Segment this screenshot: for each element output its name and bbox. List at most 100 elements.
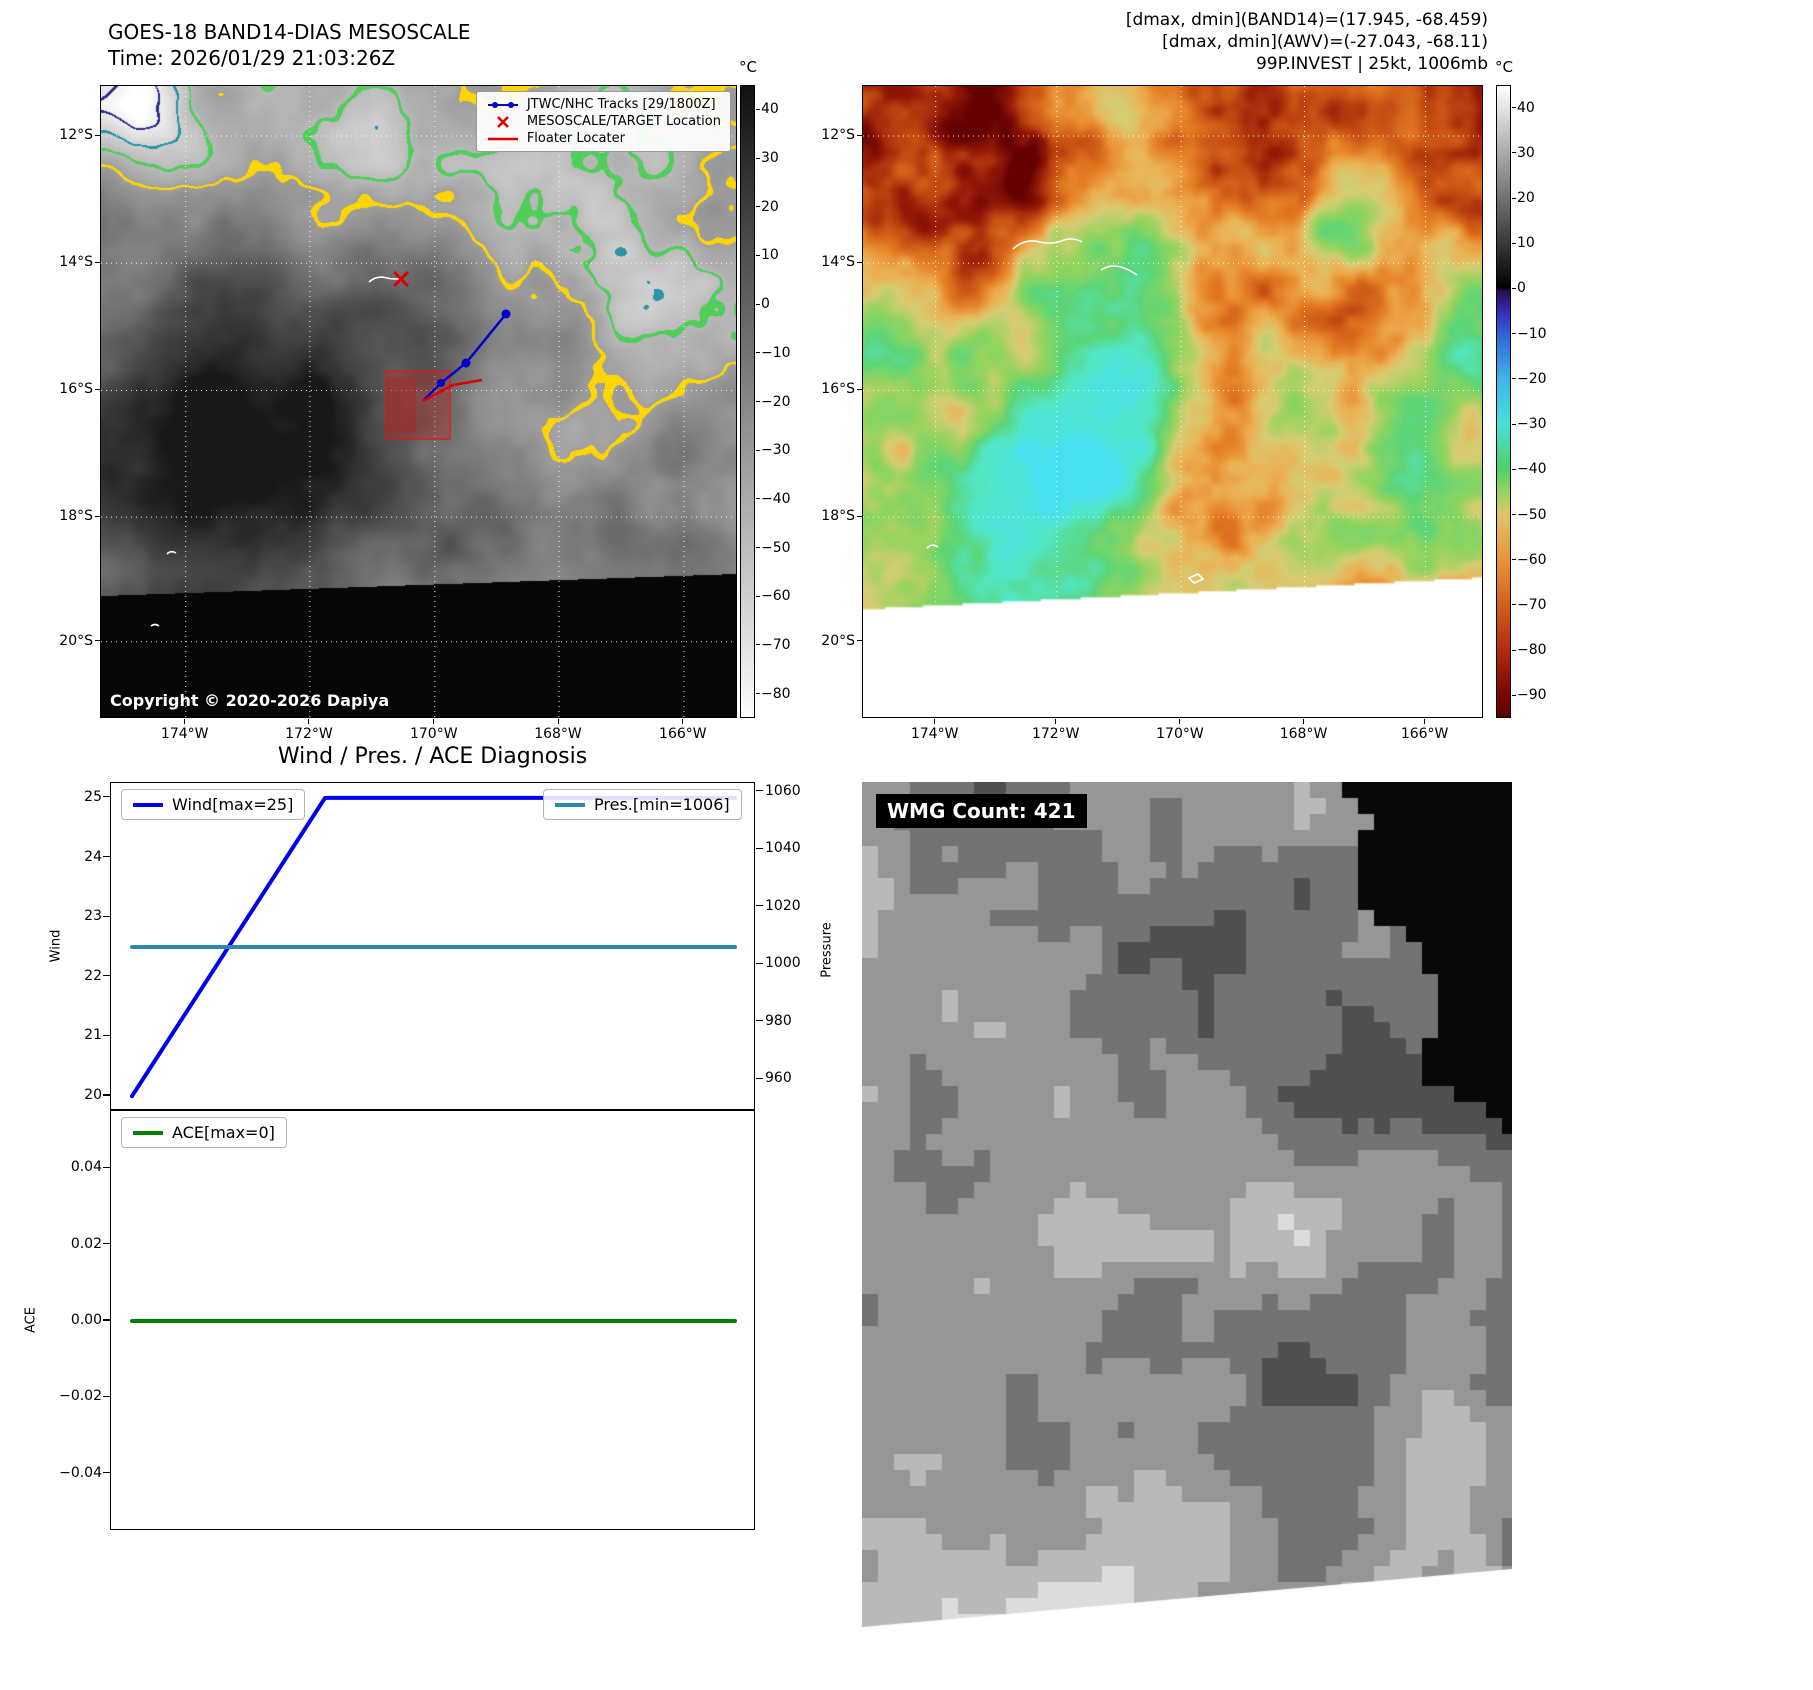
pressure-axis-label: Pressure [819,922,835,978]
awv-header-line-1: [dmax, dmin](BAND14)=(17.945, -68.459) [1125,10,1488,30]
awv-colorbar [1496,85,1511,718]
tick-mark [1512,197,1516,199]
tick-mark [103,975,110,977]
tick-mark [857,388,862,390]
band14-lat-tick-label: 12°S [59,127,93,143]
wind-axis-tick-label: 20 [84,1087,102,1104]
tick-mark [756,401,760,402]
tick-mark [103,1319,110,1321]
tick-mark [934,719,936,724]
wind-axis-tick-label: 25 [84,788,102,805]
wmg-count-label: WMG Count: 421 [876,794,1087,828]
tick-mark [756,595,760,597]
awv-colorbar-unit: °C [1495,58,1513,76]
awv-colorbar-tick-label: −40 [1517,461,1547,478]
ace-axis-tick-label: −0.04 [59,1464,102,1481]
tick-mark [756,905,763,907]
band14-lat-tick-label: 18°S [59,508,93,525]
pressure-legend: Pres.[min=1006] [543,789,742,820]
chart-ace-plot-area [130,1319,737,1323]
tick-mark [1512,514,1516,516]
tick-mark [308,719,310,724]
band14-colorbar-tick-label: 30 [761,150,779,167]
tick-mark [103,1094,110,1096]
legend-color-line [555,802,585,807]
floater-line-icon [487,137,518,140]
tick-mark [1512,107,1516,109]
tick-mark [1512,242,1516,244]
map-legend-label: MESOSCALE/TARGET Location [526,114,721,129]
band14-colorbar-tick-label: −60 [761,588,791,605]
tick-mark [95,640,100,642]
legend-label: ACE[max=0] [172,1123,275,1142]
tick-mark [95,388,100,390]
band14-lon-tick-label: 166°W [659,726,707,742]
tick-mark [756,254,760,256]
band14-colorbar-tick-label: 0 [761,296,770,313]
tick-mark [756,644,760,646]
tick-mark [756,847,763,849]
tick-mark [1055,719,1057,724]
wind-legend: Wind[max=25] [121,789,306,820]
tick-mark [95,261,100,263]
band14-colorbar-tick-label: 20 [761,198,779,215]
chart-wind-plot-area [130,795,737,1099]
tick-mark [756,693,760,695]
map-legend-entry: Floater Locater [486,131,721,146]
awv-lat-tick-label: 20°S [821,632,855,649]
tick-mark [433,719,435,724]
tick-mark [1303,719,1305,724]
band14-lon-tick-label: 174°W [160,726,209,742]
tick-mark [1512,468,1516,470]
wmg-panel: WMG Count: 421 [862,782,1512,1627]
track-line-icon [487,101,518,108]
legend-label: Pres.[min=1006] [594,795,730,814]
band14-colorbar-tick-label: −70 [761,636,791,653]
awv-colorbar-tick-label: −50 [1517,506,1547,523]
band14-lon-tick-label: 168°W [534,726,582,742]
ace-chart [110,1110,755,1530]
ace-axis-tick-label: 0.00 [70,1312,102,1328]
tick-mark [1512,152,1516,154]
map-legend-entry: JTWC/NHC Tracks [29/1800Z] [486,97,721,112]
awv-colorbar-tick-label: 20 [1517,190,1535,207]
map-legend-entry: MESOSCALE/TARGET Location [486,114,721,129]
tick-mark [1512,333,1516,335]
pressure-axis-tick-label: 1060 [765,782,801,799]
band14-colorbar-tick-label: 40 [761,101,779,118]
wind-axis-tick-label: 22 [84,967,102,984]
tick-mark [1512,604,1516,606]
band14-lon-tick-label: 170°W [409,726,458,742]
tick-mark [103,1166,110,1168]
tick-mark [1512,423,1516,425]
awv-colorbar-tick-label: −60 [1517,551,1547,568]
tick-mark [756,303,760,305]
tick-mark [756,1077,763,1079]
tick-mark [1512,287,1516,289]
tick-mark [756,157,760,159]
pressure-axis-tick-label: 1000 [765,955,801,972]
target-x-icon [496,115,509,128]
awv-colorbar-tick-label: −90 [1517,687,1547,704]
wind-axis-tick-label: 23 [84,908,102,925]
band14-lat-tick-label: 20°S [59,632,93,649]
awv-colorbar-tick-label: 30 [1517,144,1535,161]
band14-satellite-image [101,86,736,717]
ace-legend: ACE[max=0] [121,1117,287,1148]
tick-mark [1512,694,1516,696]
awv-colorbar-tick-label: 10 [1517,235,1535,252]
awv-colorbar-tick-label: 0 [1517,280,1526,297]
tick-mark [1179,719,1181,724]
tick-mark [756,547,760,549]
copyright-text: Copyright © 2020-2026 Dapiya [110,691,390,710]
tick-mark [1512,649,1516,651]
tick-mark [857,134,862,136]
tick-mark [1512,559,1516,561]
awv-header-line-2: [dmax, dmin](AWV)=(-27.043, -68.11) [1162,32,1488,52]
tick-mark [103,796,110,798]
band14-colorbar-tick-label: 10 [761,247,779,264]
wind-axis-label: Wind [48,929,64,963]
awv-lon-tick-label: 170°W [1156,726,1204,742]
band14-colorbar-unit: °C [739,58,757,76]
awv-lon-tick-label: 166°W [1400,726,1449,742]
